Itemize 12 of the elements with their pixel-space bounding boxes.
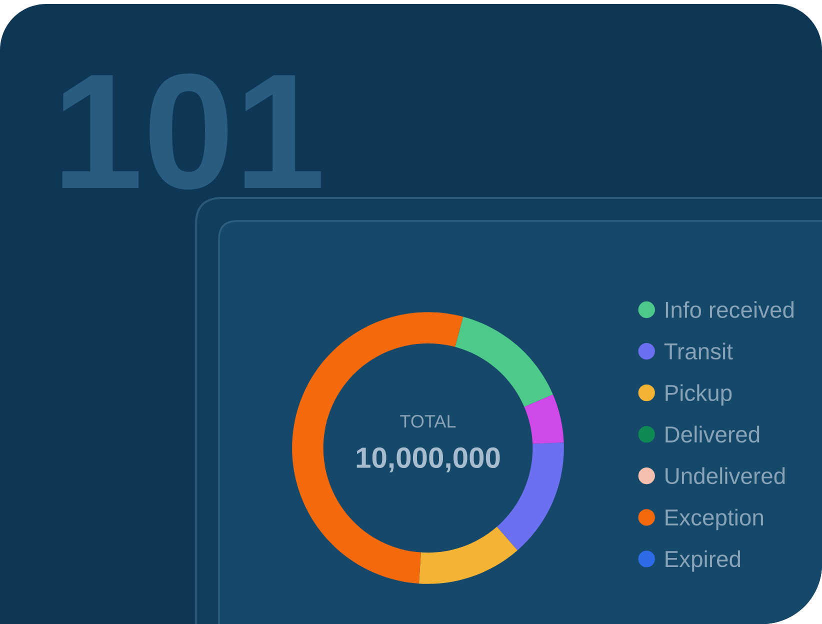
legend-label: Exception bbox=[666, 508, 763, 530]
legend-label: Undelivered bbox=[666, 467, 785, 484]
text: 10,000,000 bbox=[356, 447, 500, 472]
legend-label: Pickup bbox=[666, 384, 732, 406]
legend-label: Info received bbox=[666, 301, 794, 318]
text: TOTAL bbox=[400, 414, 456, 428]
legend-label: Delivered bbox=[666, 426, 760, 443]
donut-slice bbox=[524, 394, 564, 444]
legend-label: Expired bbox=[666, 550, 740, 572]
legend-label: Transit bbox=[664, 342, 733, 360]
donut-slice bbox=[418, 526, 518, 584]
donut-slice bbox=[455, 316, 553, 407]
